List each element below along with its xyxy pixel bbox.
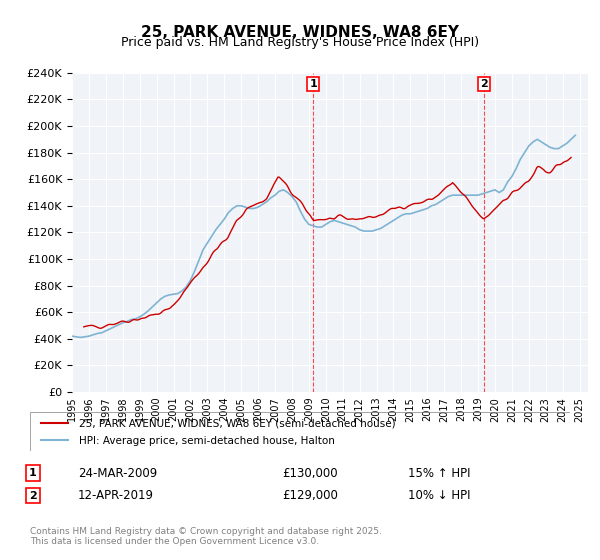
Text: 1: 1 (309, 79, 317, 89)
Text: 2: 2 (29, 491, 37, 501)
Text: 25, PARK AVENUE, WIDNES, WA8 6EY (semi-detached house): 25, PARK AVENUE, WIDNES, WA8 6EY (semi-d… (79, 418, 395, 428)
Text: Price paid vs. HM Land Registry's House Price Index (HPI): Price paid vs. HM Land Registry's House … (121, 36, 479, 49)
Text: 12-APR-2019: 12-APR-2019 (78, 489, 154, 502)
Text: 25, PARK AVENUE, WIDNES, WA8 6EY: 25, PARK AVENUE, WIDNES, WA8 6EY (141, 25, 459, 40)
Text: £129,000: £129,000 (282, 489, 338, 502)
Text: 15% ↑ HPI: 15% ↑ HPI (408, 466, 470, 480)
Text: 10% ↓ HPI: 10% ↓ HPI (408, 489, 470, 502)
Text: £130,000: £130,000 (282, 466, 338, 480)
Text: 1: 1 (29, 468, 37, 478)
Text: HPI: Average price, semi-detached house, Halton: HPI: Average price, semi-detached house,… (79, 436, 334, 446)
Text: 2: 2 (480, 79, 487, 89)
Text: Contains HM Land Registry data © Crown copyright and database right 2025.
This d: Contains HM Land Registry data © Crown c… (30, 526, 382, 546)
Text: 24-MAR-2009: 24-MAR-2009 (78, 466, 157, 480)
